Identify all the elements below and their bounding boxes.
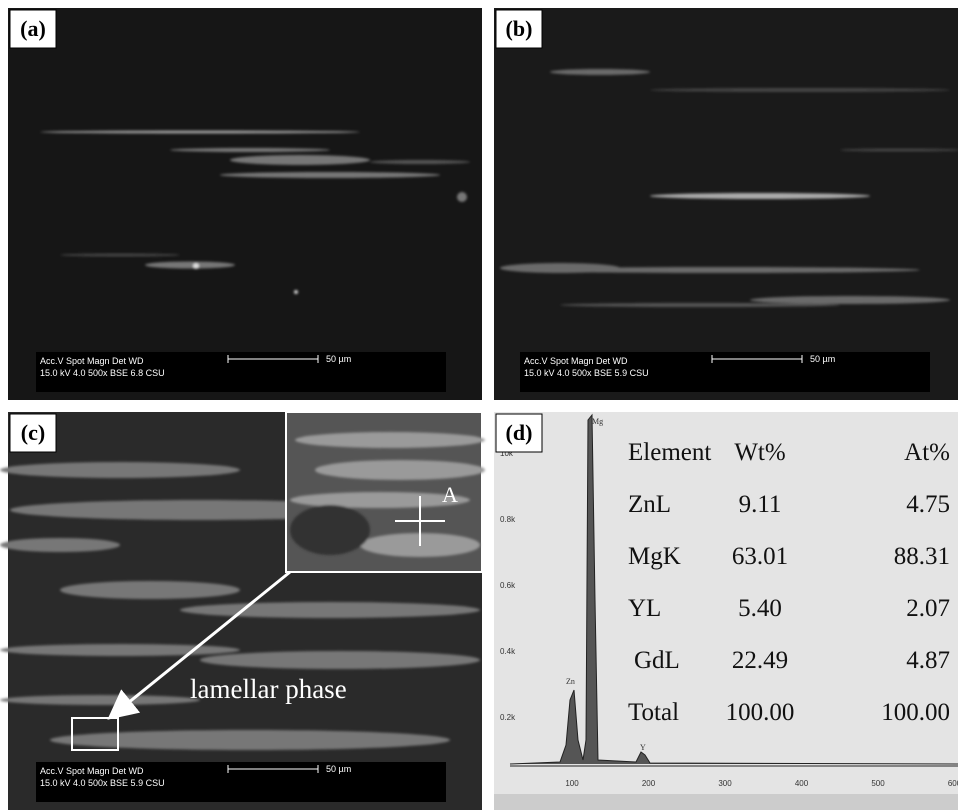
panel-label: (a)	[20, 16, 46, 41]
table-cell: 63.01	[732, 543, 788, 570]
y-tick-label: 0.4k	[500, 647, 516, 656]
x-tick-label: 600	[948, 779, 958, 788]
info-line: 15.0 kV 4.0 500x BSE 5.9 CSU	[524, 368, 649, 378]
sem-image	[494, 8, 958, 400]
panel-b: (b) Acc.V Spot Magn Det WD 15.0 kV 4.0 5…	[494, 8, 958, 400]
panel-c: A lamellar phase (c) Acc.V Spot Magn Det…	[0, 412, 485, 810]
table-cell: YL	[628, 595, 661, 622]
peak-label: Y	[640, 743, 646, 752]
info-line: 15.0 kV 4.0 500x BSE 5.9 CSU	[40, 778, 165, 788]
y-tick-label: 0.2k	[500, 713, 516, 722]
sem-image	[8, 8, 482, 400]
x-tick-label: 400	[795, 779, 809, 788]
annotation: lamellar phase	[190, 674, 347, 704]
table-cell: ZnL	[628, 491, 671, 518]
panel-label: (c)	[21, 420, 45, 445]
x-tick-label: 500	[871, 779, 885, 788]
table-cell: 100.00	[881, 699, 950, 726]
y-tick-label: 0.8k	[500, 515, 516, 524]
peak-label: Zn	[566, 677, 575, 686]
panel-d: Element Wt% At% ZnL 9.11 4.75 MgK 63.01 88.31 YL 5…	[494, 412, 958, 810]
peak-label: Mg	[592, 417, 603, 426]
figure: (a) Acc.V Spot Magn Det WD 15.0 kV 4.0 5…	[0, 0, 958, 810]
table-cell: Total	[628, 699, 679, 726]
table-header: Wt%	[734, 439, 785, 466]
info-line: Acc.V Spot Magn Det WD	[524, 356, 628, 366]
y-tick-label: 0.6k	[500, 581, 516, 590]
scale-label: 50 µm	[810, 354, 835, 364]
table-cell: 100.00	[726, 699, 795, 726]
info-line: Acc.V Spot Magn Det WD	[40, 356, 144, 366]
table-cell: MgK	[628, 543, 681, 570]
panel-a: (a) Acc.V Spot Magn Det WD 15.0 kV 4.0 5…	[8, 8, 482, 400]
scale-label: 50 µm	[326, 354, 351, 364]
scale-label: 50 µm	[326, 764, 351, 774]
table-header: At%	[904, 439, 950, 466]
table-cell: 88.31	[894, 543, 950, 570]
info-line: Acc.V Spot Magn Det WD	[40, 766, 144, 776]
x-tick-label: 200	[642, 779, 656, 788]
table-cell: 5.40	[738, 595, 782, 622]
table-header: Element	[628, 439, 711, 466]
table-cell: 22.49	[732, 647, 788, 674]
table-cell: 2.07	[906, 595, 950, 622]
panel-label: (d)	[506, 420, 533, 445]
point-label: A	[442, 482, 458, 507]
panel-label: (b)	[506, 16, 533, 41]
table-cell: 4.75	[906, 491, 950, 518]
table-cell: GdL	[634, 647, 680, 674]
x-tick-label: 100	[565, 779, 579, 788]
table-cell: 4.87	[906, 647, 950, 674]
info-line: 15.0 kV 4.0 500x BSE 6.8 CSU	[40, 368, 165, 378]
table-cell: 9.11	[739, 491, 782, 518]
x-tick-label: 300	[718, 779, 732, 788]
